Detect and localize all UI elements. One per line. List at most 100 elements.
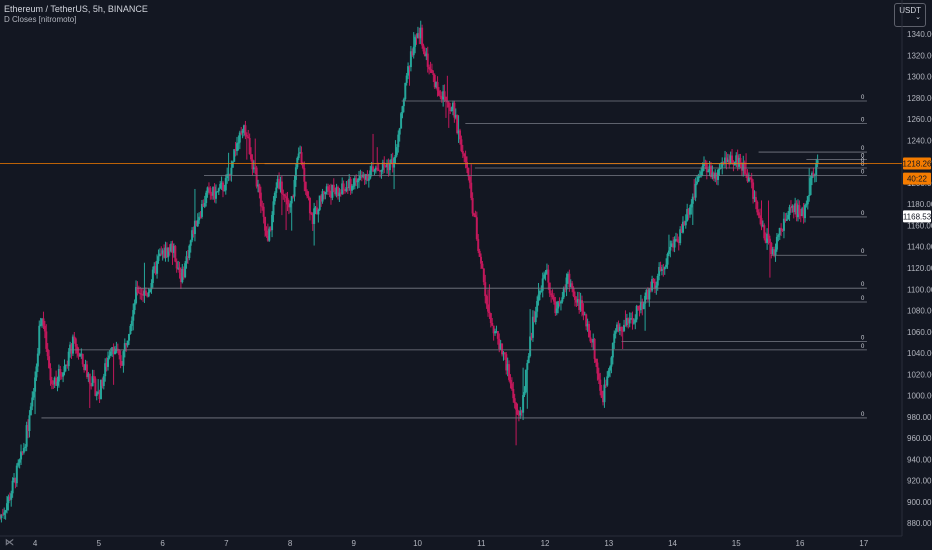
candle-up[interactable] bbox=[803, 205, 806, 219]
candle-down[interactable] bbox=[484, 282, 487, 297]
candle-up[interactable] bbox=[29, 406, 32, 416]
candle-down[interactable] bbox=[443, 91, 446, 97]
candle-down[interactable] bbox=[578, 299, 581, 310]
candle-up[interactable] bbox=[102, 376, 105, 386]
candle-up[interactable] bbox=[777, 235, 780, 237]
candle-up[interactable] bbox=[216, 191, 219, 193]
candle-down[interactable] bbox=[343, 189, 346, 192]
candle-down[interactable] bbox=[310, 213, 313, 215]
candle-down[interactable] bbox=[14, 477, 17, 484]
candle-down[interactable] bbox=[421, 27, 424, 46]
candle-up[interactable] bbox=[276, 178, 279, 188]
candle-up[interactable] bbox=[271, 214, 274, 231]
candle-down[interactable] bbox=[470, 182, 473, 198]
candle-down[interactable] bbox=[602, 397, 605, 403]
candle-down[interactable] bbox=[798, 205, 801, 215]
candle-up[interactable] bbox=[397, 134, 400, 148]
candle-up[interactable] bbox=[412, 46, 415, 56]
candle-up[interactable] bbox=[610, 357, 613, 367]
candle-up[interactable] bbox=[185, 256, 188, 264]
candle-down[interactable] bbox=[760, 218, 763, 227]
candle-up[interactable] bbox=[660, 268, 663, 271]
candle-up[interactable] bbox=[386, 163, 389, 168]
candle-up[interactable] bbox=[217, 188, 220, 192]
candle-up[interactable] bbox=[7, 496, 10, 504]
candle-up[interactable] bbox=[718, 168, 721, 170]
candle-down[interactable] bbox=[304, 181, 307, 192]
candle-down[interactable] bbox=[683, 221, 686, 226]
candle-down[interactable] bbox=[43, 325, 46, 332]
candle-up[interactable] bbox=[3, 512, 6, 515]
candle-down[interactable] bbox=[552, 297, 555, 302]
candle-up[interactable] bbox=[523, 392, 526, 396]
candle-down[interactable] bbox=[599, 379, 602, 391]
candle-up[interactable] bbox=[729, 155, 732, 165]
candle-down[interactable] bbox=[285, 196, 288, 198]
candle-up[interactable] bbox=[35, 366, 38, 378]
candle-up[interactable] bbox=[451, 102, 454, 110]
candle-down[interactable] bbox=[597, 373, 600, 380]
candle-down[interactable] bbox=[101, 379, 104, 386]
candle-up[interactable] bbox=[519, 410, 522, 416]
candle-down[interactable] bbox=[458, 130, 461, 140]
candle-down[interactable] bbox=[179, 272, 182, 283]
candle-up[interactable] bbox=[153, 266, 156, 270]
candle-up[interactable] bbox=[603, 384, 606, 403]
candle-down[interactable] bbox=[480, 256, 483, 264]
candle-up[interactable] bbox=[233, 149, 236, 162]
candle-up[interactable] bbox=[353, 178, 356, 186]
candle-down[interactable] bbox=[595, 358, 598, 363]
candle-up[interactable] bbox=[196, 220, 199, 227]
indicator-legend[interactable]: D Closes [nitromoto] bbox=[4, 15, 77, 24]
candle-down[interactable] bbox=[418, 33, 421, 39]
candle-down[interactable] bbox=[550, 293, 553, 296]
candle-down[interactable] bbox=[802, 208, 805, 219]
candle-down[interactable] bbox=[379, 170, 382, 172]
candle-down[interactable] bbox=[46, 348, 49, 357]
candle-down[interactable] bbox=[85, 364, 88, 377]
candle-down[interactable] bbox=[473, 213, 476, 216]
candle-down[interactable] bbox=[446, 100, 449, 103]
candle-down[interactable] bbox=[466, 162, 469, 168]
candle-down[interactable] bbox=[453, 102, 456, 118]
candle-down[interactable] bbox=[447, 102, 450, 108]
candle-up[interactable] bbox=[331, 184, 334, 198]
candle-up[interactable] bbox=[409, 51, 412, 68]
candle-up[interactable] bbox=[314, 207, 317, 209]
candle-down[interactable] bbox=[48, 356, 51, 369]
candle-up[interactable] bbox=[398, 128, 401, 135]
candle-up[interactable] bbox=[290, 196, 293, 204]
candle-up[interactable] bbox=[794, 203, 797, 213]
candle-down[interactable] bbox=[460, 139, 463, 151]
candle-down[interactable] bbox=[251, 159, 254, 170]
candle-up[interactable] bbox=[735, 155, 738, 163]
candle-down[interactable] bbox=[202, 204, 205, 207]
candle-down[interactable] bbox=[789, 207, 792, 209]
candle-down[interactable] bbox=[144, 290, 147, 295]
candle-up[interactable] bbox=[104, 363, 107, 377]
candle-up[interactable] bbox=[805, 204, 808, 206]
candle-down[interactable] bbox=[90, 383, 93, 387]
candle-down[interactable] bbox=[154, 266, 157, 274]
candle-up[interactable] bbox=[224, 178, 227, 191]
candle-up[interactable] bbox=[243, 125, 246, 131]
candle-up[interactable] bbox=[36, 353, 39, 367]
candle-down[interactable] bbox=[88, 373, 91, 384]
candle-up[interactable] bbox=[111, 347, 114, 352]
candle-down[interactable] bbox=[287, 204, 290, 208]
candle-up[interactable] bbox=[454, 114, 457, 118]
candle-down[interactable] bbox=[59, 369, 62, 376]
candle-up[interactable] bbox=[557, 301, 560, 309]
candle-up[interactable] bbox=[609, 366, 612, 371]
candle-down[interactable] bbox=[649, 288, 652, 291]
candle-down[interactable] bbox=[600, 390, 603, 398]
candle-down[interactable] bbox=[210, 193, 213, 196]
candle-down[interactable] bbox=[186, 256, 189, 259]
candle-up[interactable] bbox=[785, 219, 788, 221]
candle-down[interactable] bbox=[551, 295, 554, 298]
candle-up[interactable] bbox=[272, 201, 275, 215]
candle-down[interactable] bbox=[731, 155, 734, 163]
candle-up[interactable] bbox=[324, 191, 327, 195]
candle-up[interactable] bbox=[566, 273, 569, 278]
candle-down[interactable] bbox=[0, 517, 1, 519]
